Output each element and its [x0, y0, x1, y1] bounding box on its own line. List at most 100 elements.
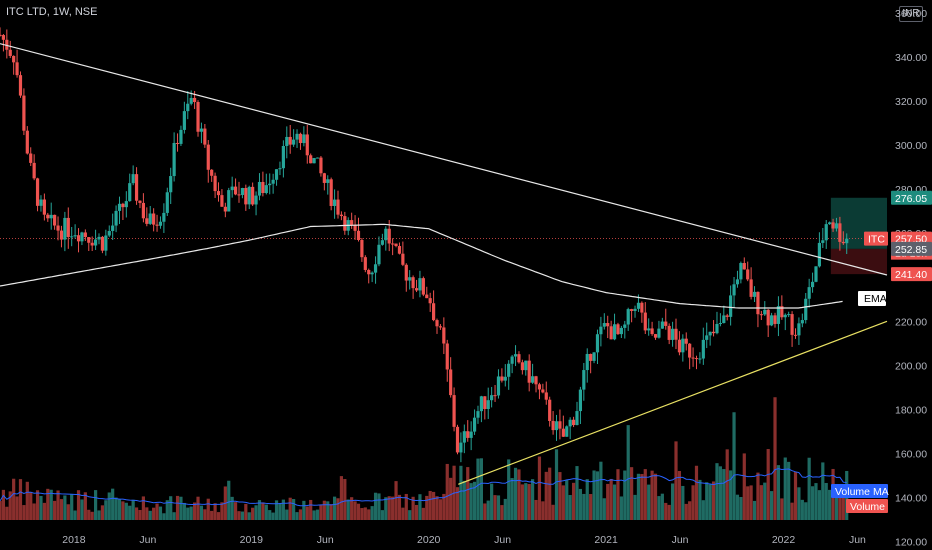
volume-bar: [667, 504, 671, 520]
candle-body: [233, 186, 238, 195]
candle-body: [619, 327, 623, 335]
volume-bar: [442, 493, 446, 520]
volume-bar: [329, 504, 333, 520]
volume-bar: [107, 492, 111, 520]
candle-body: [449, 369, 453, 396]
candle-body: [210, 169, 214, 176]
volume-bar: [582, 493, 586, 520]
volume-bar: [220, 502, 224, 520]
volume-bar: [841, 494, 845, 520]
candle-body: [636, 302, 641, 309]
candle-body: [421, 278, 425, 295]
volume-bar: [551, 504, 555, 520]
candle-body: [565, 426, 569, 437]
candle-body: [817, 242, 821, 267]
x-tick-label: 2022: [772, 534, 796, 546]
volume-bar: [770, 491, 774, 520]
resistance-trendline: [0, 43, 888, 276]
volume-bar: [462, 480, 466, 520]
volume-bar: [397, 494, 402, 520]
volume-bar: [32, 503, 36, 520]
volume-tag-bg: [846, 499, 888, 513]
candle-body: [797, 323, 801, 336]
volume-bar: [445, 463, 449, 520]
candle-body: [630, 309, 634, 311]
candle-body: [438, 326, 443, 328]
volume-ma-path: [0, 468, 847, 507]
candle-body: [288, 136, 292, 145]
candle-body: [705, 335, 709, 340]
candle-body: [414, 288, 419, 291]
candle-body: [128, 183, 132, 202]
y-tick-label: 320.00: [895, 96, 927, 108]
volume-bar: [804, 502, 808, 520]
volume-bar: [592, 470, 596, 520]
volume-bar: [141, 496, 145, 520]
volume-bar: [210, 510, 214, 520]
x-tick-label: 2018: [62, 534, 86, 546]
candle-body: [408, 277, 412, 281]
candle-body: [152, 213, 156, 225]
volume-bar: [722, 469, 726, 520]
volume-bar: [240, 511, 245, 520]
candle-body: [735, 279, 740, 285]
volume-bar: [66, 504, 70, 520]
volume-bar: [520, 484, 524, 520]
candle-body: [431, 303, 436, 321]
candle-body: [285, 136, 289, 147]
volume-bar: [623, 470, 627, 520]
volume-bar: [408, 510, 412, 520]
candle-body: [203, 128, 207, 145]
volume-bar: [278, 503, 282, 520]
candle-body: [322, 173, 326, 183]
volume-bar: [715, 463, 719, 520]
volume-bar: [531, 479, 535, 520]
volume-bar: [281, 499, 285, 520]
candle-body: [367, 269, 371, 275]
symbol-tag: ITC: [868, 234, 885, 246]
candle-body: [329, 179, 333, 206]
candle-body: [650, 328, 654, 335]
volume-bar: [486, 500, 490, 520]
volume-bar: [640, 474, 644, 520]
volume-bar: [373, 492, 378, 520]
volume-bar: [677, 470, 682, 520]
y-tick-label: 220.00: [895, 316, 927, 328]
candle-body: [66, 217, 70, 237]
volume-bar: [517, 469, 521, 520]
candle-body: [544, 392, 548, 400]
candle-body: [647, 328, 651, 331]
volume-bar: [575, 466, 579, 520]
candle-body: [87, 237, 91, 243]
candle-body: [391, 243, 395, 245]
volume-bar: [790, 502, 794, 520]
volume-bar: [261, 502, 265, 520]
candle-body: [138, 200, 142, 203]
candle-body: [531, 376, 535, 383]
candle-body: [527, 360, 531, 383]
candle-body: [237, 194, 241, 196]
volume-bar: [254, 505, 258, 520]
candle-body: [5, 39, 9, 50]
candle-body: [63, 217, 67, 240]
volume-bar: [401, 507, 405, 520]
volume-bar: [230, 496, 234, 520]
volume-bar: [199, 505, 204, 520]
volume-bar: [346, 499, 350, 520]
candle-body: [790, 314, 794, 335]
stop-zone: [830, 248, 887, 275]
candle-body: [742, 263, 746, 270]
volume-bar: [285, 509, 289, 520]
candle-body: [585, 353, 589, 371]
candle-body: [459, 442, 463, 453]
volume-bar: [138, 510, 142, 520]
candle-body: [353, 224, 357, 231]
volume-bar: [271, 512, 275, 520]
currency-button[interactable]: INR: [899, 6, 923, 22]
volume-bar: [353, 501, 357, 520]
candle-body: [0, 34, 2, 36]
volume-bar: [343, 479, 347, 520]
candle-body: [387, 228, 391, 244]
volume-bar: [749, 485, 753, 520]
